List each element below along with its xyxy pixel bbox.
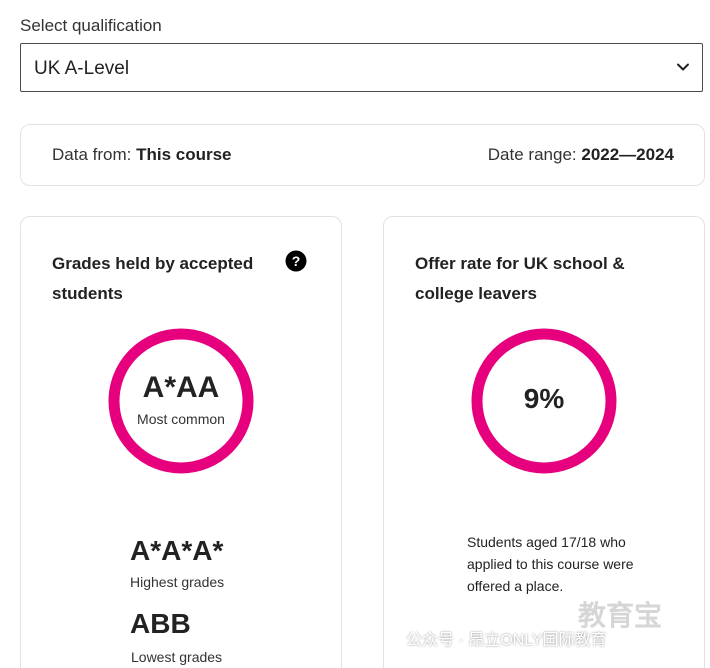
- most-common-ring: A*AA Most common: [107, 327, 255, 475]
- offer-rate-value: 9%: [523, 383, 565, 414]
- offer-rate-description: Students aged 17/18 who applied to this …: [467, 534, 634, 594]
- date-range-label: Date range:: [487, 145, 577, 164]
- grades-card-title: Grades held by accepted students: [52, 254, 254, 303]
- highest-grades-label: Highest grades: [130, 574, 225, 590]
- ring-circle: [471, 328, 617, 474]
- offer-card-title: Offer rate for UK school & college leave…: [415, 254, 625, 303]
- offer-rate-card: Offer rate for UK school & college leave…: [383, 216, 705, 668]
- qualification-select[interactable]: UK A-Level: [20, 43, 703, 92]
- grades-card: Grades held by accepted students ? A*AA …: [20, 216, 342, 668]
- data-from-label: Data from:: [52, 145, 132, 164]
- ring-circle: [108, 328, 254, 474]
- lowest-grades-value: ABB: [130, 608, 191, 639]
- highest-grades-value: A*A*A*: [130, 535, 224, 566]
- data-from: Data from: This course: [52, 145, 232, 165]
- date-range-value: 2022—2024: [581, 145, 674, 164]
- most-common-label: Most common: [137, 411, 225, 427]
- most-common-grade: A*AA: [142, 371, 220, 404]
- qualification-selected-value: UK A-Level: [34, 58, 130, 79]
- date-range: Date range: 2022—2024: [488, 145, 674, 165]
- watermark-logo: 教育宝: [578, 600, 663, 631]
- lowest-grades-label: Lowest grades: [131, 649, 223, 665]
- data-source-panel: Data from: This course Date range: 2022—…: [20, 124, 705, 186]
- data-from-value: This course: [136, 145, 232, 164]
- chevron-down-icon: [677, 63, 689, 71]
- qualification-label: Select qualification: [20, 16, 162, 35]
- help-icon[interactable]: ?: [285, 250, 307, 272]
- offer-rate-ring: 9%: [470, 327, 618, 475]
- watermark-text: 公众号 · 昂立ONLY国际教育: [406, 632, 607, 649]
- svg-text:?: ?: [292, 253, 301, 269]
